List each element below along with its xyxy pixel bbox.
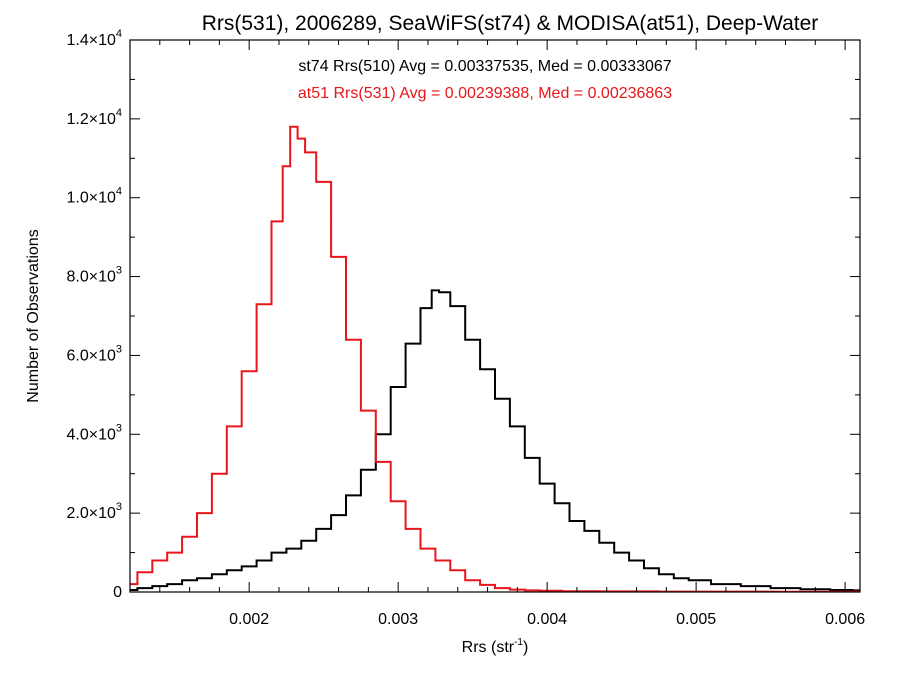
series-at51 [130,125,860,592]
y-axis: 0 2.0×103 4.0×103 6.0×103 8.0×103 1.0×104 1.2×… [66,28,860,601]
y-tick-label: 6.0×103 [66,343,122,364]
x-axis: 0.002 0.003 0.004 0.005 0.006 [129,40,865,628]
y-tick-label: 1.0×104 [66,186,122,207]
annotation-at51: at51 Rrs(531) Avg = 0.00239388, Med = 0.… [298,85,672,102]
x-tick-label: 0.003 [378,611,418,628]
plot-frame [129,39,861,593]
x-tick-label: 0.002 [229,611,269,628]
y-axis-label: Number of Observations [25,229,42,402]
y-tick-label: 0 [113,584,122,601]
plot-area [130,125,860,592]
chart-title: Rrs(531), 2006289, SeaWiFS(st74) & MODIS… [202,12,819,35]
y-tick-label: 4.0×103 [66,422,122,443]
series-st74 [130,289,860,592]
x-axis-label: Rrs (str-1) [462,637,529,656]
x-tick-label: 0.006 [825,611,865,628]
annotation-st74: st74 Rrs(510) Avg = 0.00337535, Med = 0.… [298,58,671,75]
y-tick-label: 2.0×103 [66,501,122,522]
y-tick-label: 1.4×104 [66,28,122,49]
x-tick-label: 0.005 [676,611,716,628]
y-tick-label: 1.2×104 [66,107,122,128]
y-tick-label: 8.0×103 [66,265,122,286]
x-tick-label: 0.004 [527,611,567,628]
